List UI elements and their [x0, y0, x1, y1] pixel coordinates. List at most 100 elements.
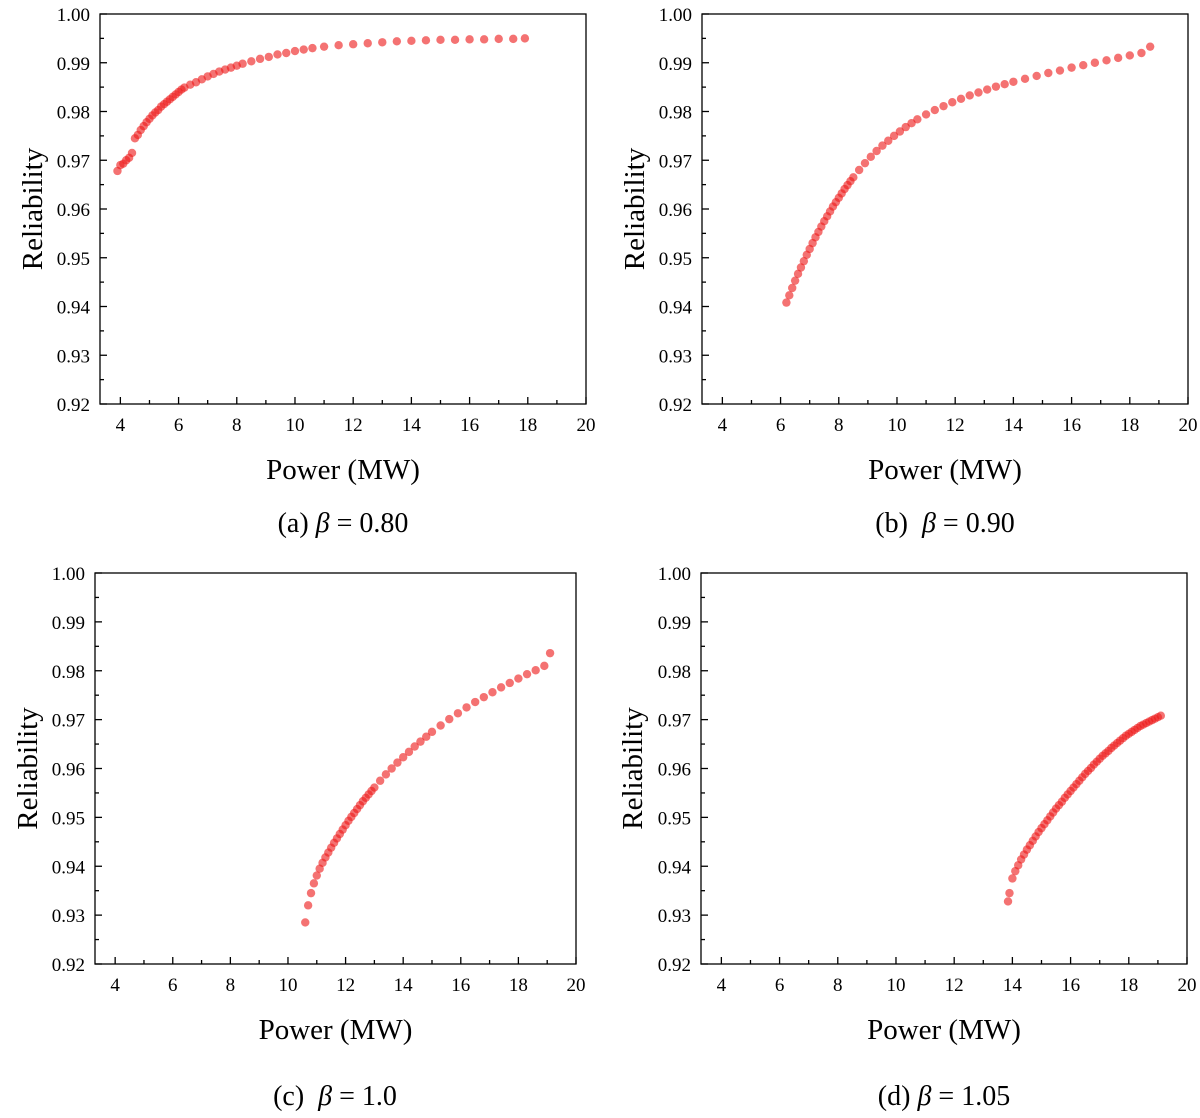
data-point [1000, 80, 1009, 89]
y-tick-label: 0.92 [659, 395, 692, 416]
x-tick-label: 6 [168, 975, 178, 996]
caption-symbol: β [315, 508, 330, 539]
x-tick-label: 6 [174, 415, 184, 436]
data-point [422, 732, 431, 741]
data-point [1079, 60, 1088, 70]
y-tick-label: 0.93 [659, 346, 692, 367]
caption-value: = 1.0 [332, 1081, 397, 1112]
x-tick-label: 16 [460, 415, 479, 436]
y-tick-label: 0.94 [659, 298, 693, 319]
data-point [445, 714, 454, 724]
x-tick-label: 8 [833, 975, 843, 996]
caption-value: = 0.90 [936, 508, 1015, 539]
data-point [520, 34, 530, 43]
x-tick-label: 18 [1120, 415, 1139, 436]
data-point [930, 105, 940, 115]
y-tick-label: 1.00 [659, 5, 692, 26]
y-tick-label: 0.99 [659, 54, 692, 75]
caption-prefix: (d) [878, 1081, 918, 1112]
x-tick-label: 12 [344, 415, 363, 436]
x-tick-label: 8 [232, 415, 242, 436]
data-point [785, 291, 794, 300]
data-point [496, 683, 506, 692]
y-axis-label: Reliability [617, 707, 649, 830]
data-point [421, 36, 431, 45]
y-tick-label: 0.94 [57, 298, 91, 319]
data-point [1009, 77, 1018, 86]
data-point [465, 35, 474, 44]
data-point [378, 38, 387, 47]
caption-symbol: β [317, 1081, 332, 1112]
data-point [884, 136, 893, 145]
data-point [522, 669, 532, 679]
x-tick-label: 6 [775, 975, 785, 996]
data-point [392, 37, 402, 46]
y-tick-label: 0.97 [52, 711, 85, 732]
y-tick-label: 0.97 [57, 151, 90, 172]
data-point [450, 35, 460, 45]
panel-caption: (c) β = 1.0 [273, 1081, 397, 1112]
caption-prefix: (c) [273, 1081, 318, 1112]
data-point [247, 57, 256, 66]
data-point [793, 269, 803, 279]
x-tick-label: 4 [718, 415, 728, 436]
data-point [127, 148, 137, 158]
data-point [404, 747, 414, 757]
x-tick-label: 4 [116, 415, 126, 436]
y-tick-label: 0.95 [659, 249, 692, 270]
x-axis-label: Power (MW) [867, 1014, 1021, 1046]
x-axis-label: Power (MW) [868, 454, 1022, 486]
data-point [545, 648, 555, 658]
x-tick-label: 16 [1062, 415, 1081, 436]
x-tick-label: 14 [1004, 415, 1024, 436]
y-tick-label: 0.93 [52, 906, 85, 927]
data-point [312, 871, 321, 880]
y-tick-label: 0.98 [658, 662, 691, 683]
data-point [427, 727, 437, 737]
x-tick-label: 12 [336, 975, 355, 996]
y-tick-label: 0.92 [57, 395, 90, 416]
x-tick-label: 6 [776, 415, 786, 436]
y-tick-label: 1.00 [57, 5, 90, 26]
data-point [1125, 51, 1134, 60]
y-tick-label: 0.92 [52, 955, 85, 976]
data-point [1005, 888, 1014, 898]
data-point [540, 661, 549, 671]
x-tick-label: 8 [226, 975, 236, 996]
x-tick-label: 20 [567, 975, 586, 996]
data-point [301, 918, 310, 927]
data-point [790, 276, 800, 285]
data-point [299, 45, 308, 54]
data-point [788, 283, 797, 293]
data-point [872, 146, 881, 156]
plot-frame [94, 572, 577, 965]
x-tick-label: 16 [451, 975, 470, 996]
data-point [363, 39, 372, 48]
x-tick-label: 16 [1061, 975, 1080, 996]
plot-frame [701, 13, 1189, 405]
data-point [1156, 711, 1166, 720]
caption-symbol: β [921, 508, 936, 539]
data-point [1020, 74, 1030, 84]
data-point [303, 901, 313, 910]
data-point [290, 46, 300, 56]
data-point [1044, 68, 1053, 78]
data-point [913, 115, 922, 124]
x-tick-label: 12 [945, 975, 964, 996]
data-point [965, 91, 974, 100]
y-tick-label: 0.98 [52, 662, 85, 683]
data-point [1090, 58, 1100, 67]
data-point [849, 173, 858, 182]
y-tick-label: 0.93 [57, 346, 90, 367]
data-point [939, 101, 948, 111]
data-point [319, 42, 329, 51]
y-tick-label: 0.95 [52, 808, 85, 829]
data-point [1003, 897, 1013, 906]
y-tick-label: 0.99 [658, 613, 691, 634]
caption-prefix: (b) [875, 508, 922, 539]
data-point [407, 36, 416, 46]
data-point [308, 43, 317, 53]
y-tick-label: 0.92 [658, 955, 691, 976]
chart-panel-2: 4 6 8 10 12 14 16 18 20 0.92 0.93 0.94 0.95 0.96 0.97 0… [12, 564, 586, 1112]
